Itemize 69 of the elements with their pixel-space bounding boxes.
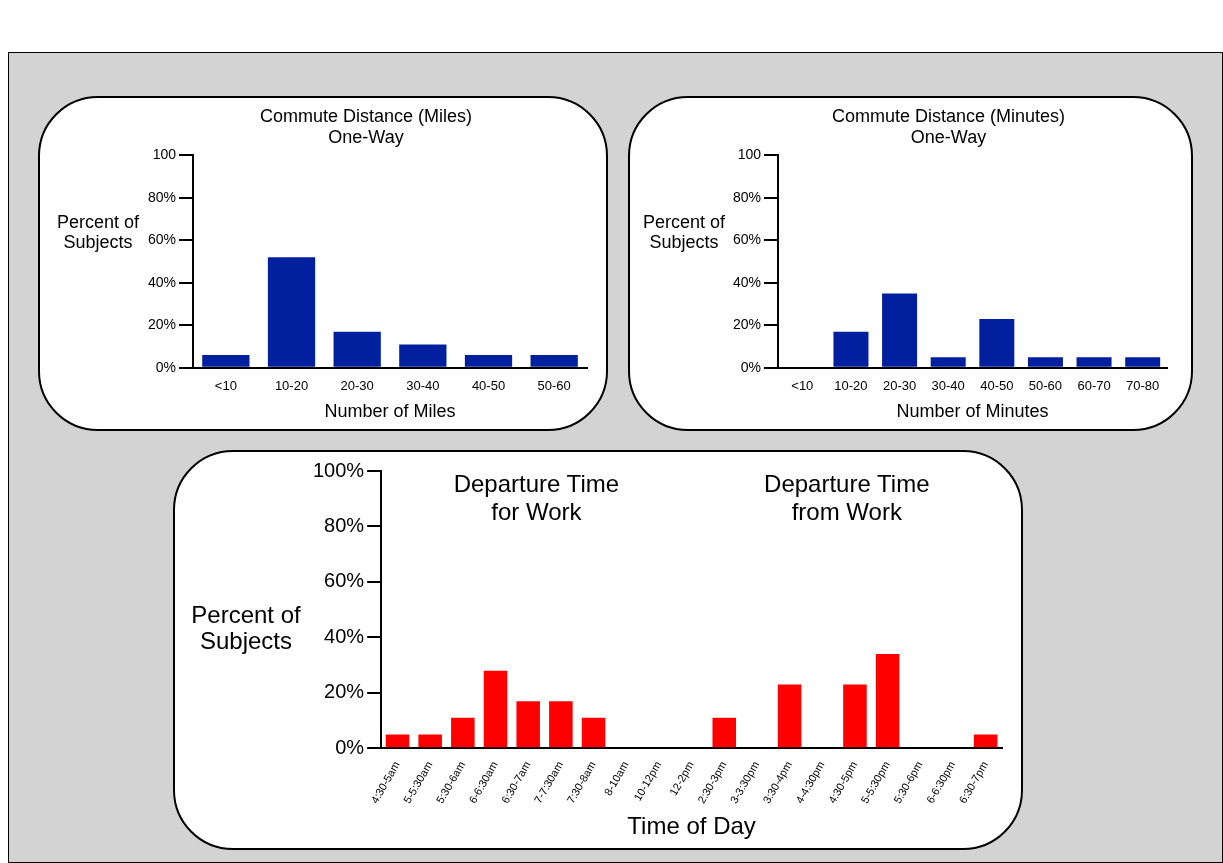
y-tick-label: 60%: [324, 569, 365, 592]
x-tick-label: 40-50: [980, 378, 1014, 394]
bar: [875, 654, 900, 748]
y-tick-label: 80%: [732, 188, 762, 205]
bar: [973, 734, 998, 748]
bar: [843, 684, 867, 748]
bar: [530, 355, 578, 367]
bar: [516, 701, 540, 748]
bar: [930, 357, 966, 367]
x-tick-label: <10: [214, 378, 237, 394]
x-tick-label: 30-40: [406, 378, 440, 394]
bar: [267, 257, 316, 367]
bar: [777, 684, 802, 748]
y-axis-title: Percent of Subjects: [641, 212, 726, 253]
y-tick-label: 20%: [147, 316, 177, 333]
bar: [483, 670, 508, 748]
y-tick-label: 80%: [324, 513, 365, 536]
bar: [549, 701, 573, 748]
y-tick-label: 20%: [324, 680, 365, 703]
y-tick-label: 100: [152, 146, 177, 163]
bar: [712, 717, 737, 748]
bar: [581, 717, 606, 748]
bar: [202, 355, 250, 367]
x-tick-label: 10-20: [834, 378, 868, 394]
bar: [418, 734, 442, 748]
y-axis-title: Percent of Subjects: [190, 601, 302, 655]
y-tick-label: 0%: [335, 735, 365, 758]
bar: [399, 344, 447, 367]
x-tick-label: 30-40: [931, 378, 965, 394]
bar: [333, 331, 381, 367]
x-tick-label: 20-30: [882, 378, 917, 394]
chart-title: Commute Distance (Minutes): [831, 105, 1066, 126]
bar: [451, 717, 475, 748]
y-tick-label: 40%: [324, 624, 365, 647]
y-tick-label: 0%: [740, 358, 762, 375]
x-tick-label: 10-20: [274, 378, 309, 394]
x-tick-label: 20-30: [340, 378, 374, 394]
annotation: Departure Time from Work: [764, 469, 930, 525]
y-tick-label: 60%: [147, 231, 177, 248]
x-tick-label: 50-60: [1028, 378, 1063, 394]
y-tick-label: 20%: [732, 316, 762, 333]
x-axis-title: Number of Minutes: [896, 401, 1049, 422]
x-axis-title: Number of Miles: [324, 401, 456, 422]
bar: [464, 355, 513, 367]
x-tick-label: 50-60: [537, 378, 571, 394]
x-tick-label: <10: [791, 378, 814, 394]
y-tick-label: 40%: [732, 273, 762, 290]
annotation: Departure Time for Work: [453, 469, 620, 525]
x-tick-label: 40-50: [471, 378, 506, 394]
bar: [882, 293, 918, 367]
y-tick-label: 40%: [147, 273, 177, 290]
x-tick-label: 60-70: [1077, 378, 1111, 394]
bar: [979, 318, 1015, 367]
bar: [1027, 357, 1063, 367]
bar: [385, 734, 410, 748]
y-axis-title: Percent of Subjects: [55, 212, 140, 253]
y-tick-label: 100: [737, 146, 762, 163]
x-axis-title: Time of Day: [627, 812, 756, 840]
y-tick-label: 0%: [155, 358, 177, 375]
x-tick-label: 70-80: [1126, 378, 1160, 394]
chart-title: Commute Distance (Miles): [259, 105, 473, 126]
bar: [1076, 357, 1112, 367]
y-tick-label: 80%: [147, 188, 177, 205]
chart-subtitle: One-Way: [328, 127, 404, 148]
bar: [1125, 357, 1161, 367]
y-tick-label: 60%: [732, 231, 762, 248]
chart-subtitle: One-Way: [910, 127, 987, 148]
y-tick-label: 100%: [313, 458, 365, 481]
bar: [833, 331, 869, 367]
